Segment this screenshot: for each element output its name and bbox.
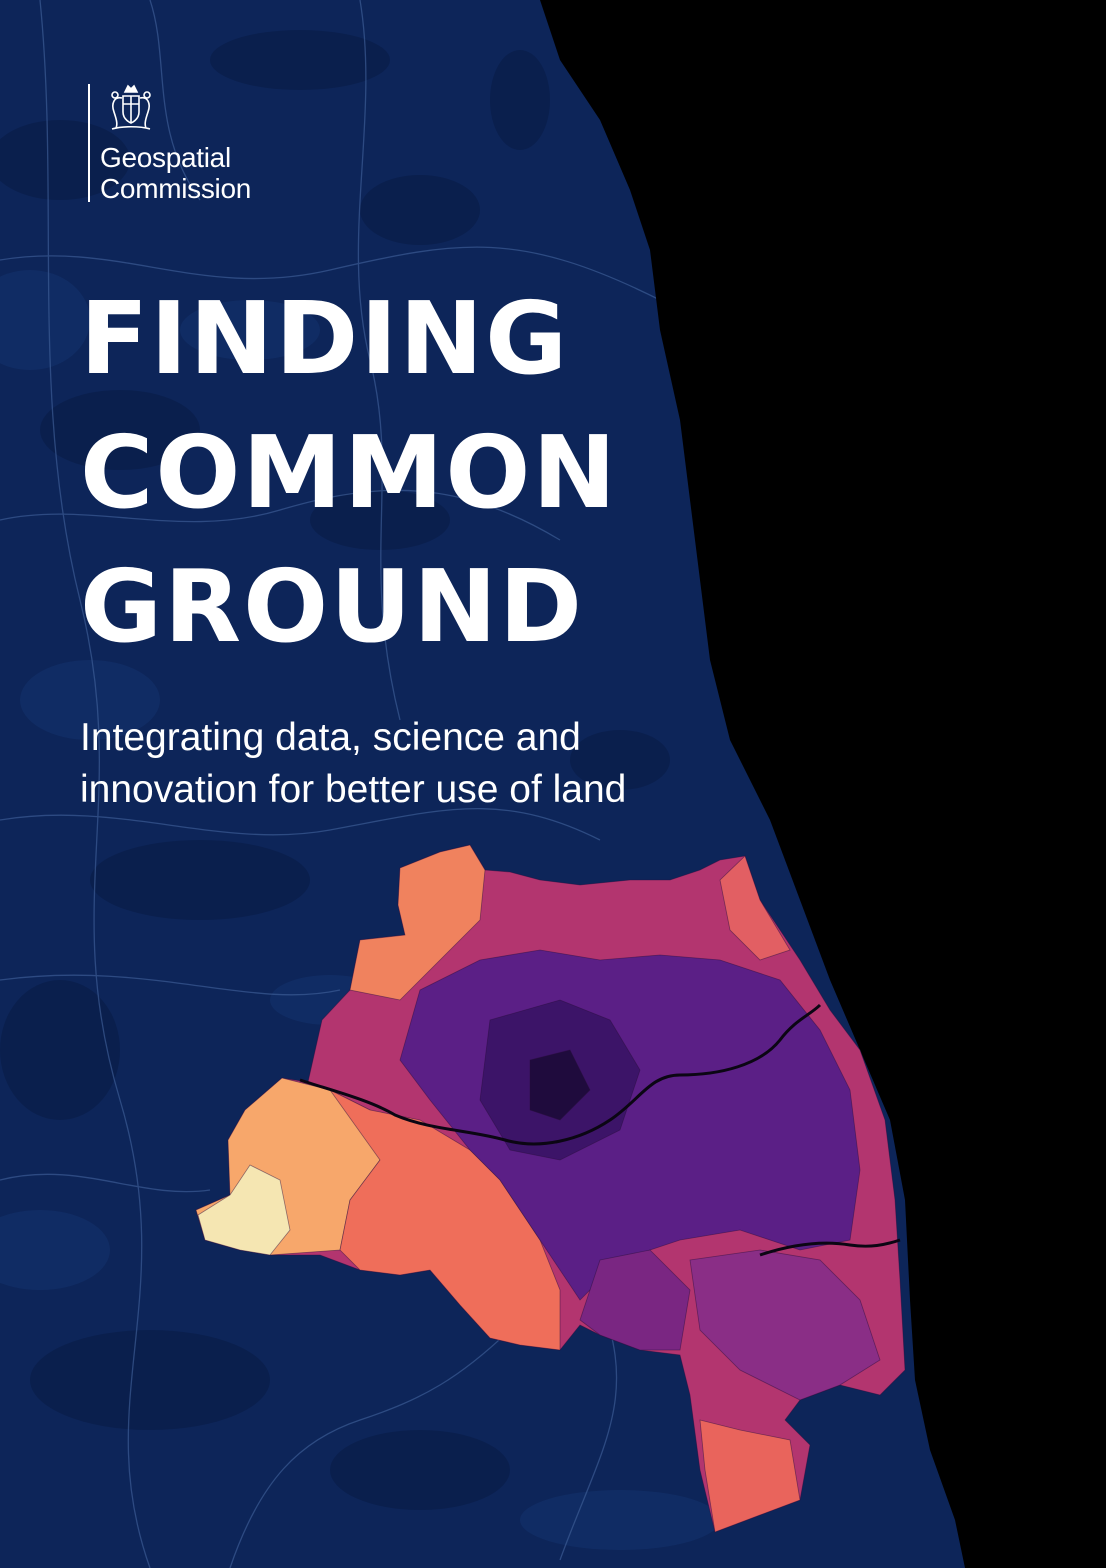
organisation-logo: Geospatial Commission xyxy=(88,82,348,204)
report-subtitle-line-1: Integrating data, science and xyxy=(80,716,581,759)
report-title-line-3: GROUND xyxy=(80,548,584,665)
logo-divider xyxy=(88,84,90,202)
organisation-name: Geospatial Commission xyxy=(100,142,251,204)
organisation-name-line-2: Commission xyxy=(100,173,252,204)
organisation-name-line-1: Geospatial xyxy=(100,142,231,173)
royal-coat-of-arms-icon xyxy=(111,84,151,130)
report-subtitle-line-2: innovation for better use of land xyxy=(80,768,627,811)
report-title-line-1: FINDING xyxy=(80,280,570,397)
report-title-line-2: COMMON xyxy=(80,414,619,531)
choropleth-map xyxy=(195,844,906,1533)
report-subtitle: Integrating data, science and innovation… xyxy=(80,712,626,816)
report-title: FINDING COMMON GROUND xyxy=(80,272,618,674)
